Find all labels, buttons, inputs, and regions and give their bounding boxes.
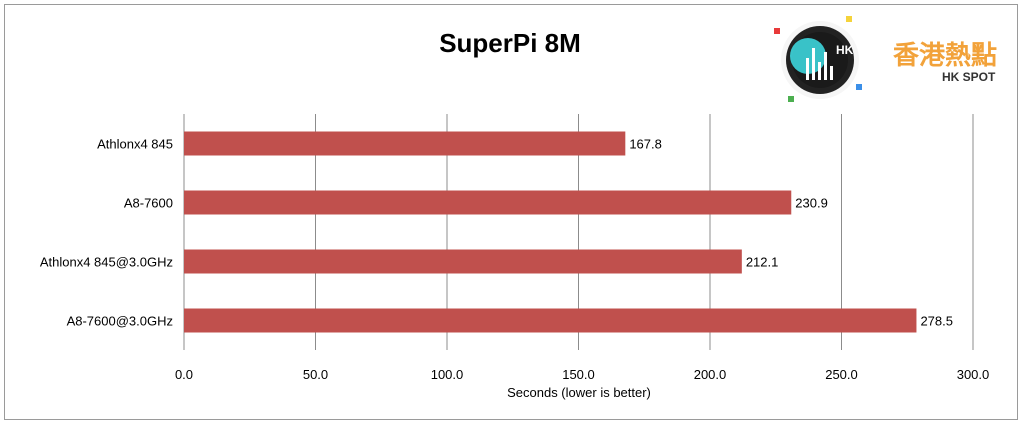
chart-title: SuperPi 8M [439,28,581,58]
bars [184,131,917,333]
data-label: 230.9 [795,196,828,211]
x-tick-label: 200.0 [694,367,727,382]
hk-spot-logo: HK 香港熱點 HK SPOT [774,16,997,102]
logo-dot-yellow [846,16,852,22]
category-label: Athlonx4 845@3.0GHz [40,255,173,270]
logo-badge-text: HK [836,43,854,57]
x-axis-label: Seconds (lower is better) [507,385,651,400]
bar [184,308,917,333]
x-tick-label: 300.0 [957,367,990,382]
x-tick-labels: 0.0 50.0 100.0 150.0 200.0 250.0 300.0 [175,367,989,382]
logo-dot-green [788,96,794,102]
bar [184,249,742,274]
x-tick-label: 100.0 [431,367,464,382]
category-label: A8-7600@3.0GHz [67,314,173,329]
category-labels: Athlonx4 845 A8-7600 Athlonx4 845@3.0GHz A8… [40,137,173,329]
bar [184,131,626,156]
logo-sub-text: HK SPOT [942,70,996,84]
x-tick-label: 0.0 [175,367,193,382]
logo-bars [806,48,833,80]
data-label: 212.1 [746,255,779,270]
category-label: A8-7600 [124,196,173,211]
data-label: 278.5 [920,314,953,329]
data-label: 167.8 [629,137,662,152]
bar [184,190,792,215]
logo-dot-blue [856,84,862,90]
x-tick-label: 150.0 [562,367,595,382]
logo-glow [790,38,826,74]
logo-dot-red [774,28,780,34]
data-labels: 167.8 230.9 212.1 278.5 [629,137,953,329]
category-label: Athlonx4 845 [97,137,173,152]
x-tick-label: 50.0 [303,367,328,382]
x-tick-label: 250.0 [825,367,858,382]
logo-cjk-text: 香港熱點 [893,41,997,71]
